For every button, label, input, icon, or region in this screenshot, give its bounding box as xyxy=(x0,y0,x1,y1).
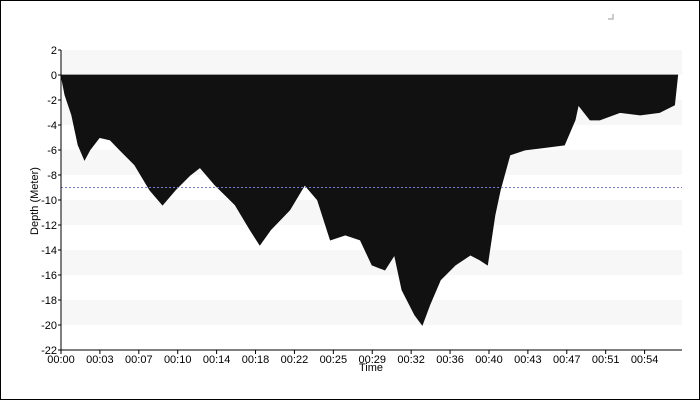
x-tick-label: 00:32 xyxy=(397,354,425,366)
y-tick-label: -14 xyxy=(41,245,57,257)
x-tick-label: 00:14 xyxy=(203,354,231,366)
x-tick-label: 00:36 xyxy=(436,354,464,366)
x-tick-label: 00:25 xyxy=(320,354,348,366)
band xyxy=(61,50,682,75)
y-tick-label: -20 xyxy=(41,320,57,332)
y-tick-label: -10 xyxy=(41,195,57,207)
x-tick-label: 00:07 xyxy=(125,354,153,366)
y-axis-label: Depth (Meter) xyxy=(29,167,41,235)
y-tick-label: -18 xyxy=(41,295,57,307)
corner-mark xyxy=(608,14,614,20)
y-tick-label: 0 xyxy=(51,70,57,82)
x-tick-label: 00:10 xyxy=(164,354,192,366)
y-tick-label: -6 xyxy=(47,145,57,157)
x-tick-label: 00:03 xyxy=(86,354,114,366)
band xyxy=(61,300,682,325)
x-tick-label: 00:51 xyxy=(592,354,620,366)
depth-area xyxy=(60,74,679,326)
x-tick-label: 00:47 xyxy=(553,354,581,366)
x-tick-label: 00:00 xyxy=(47,354,75,366)
x-tick-label: 00:29 xyxy=(358,354,386,366)
x-tick-label: 00:22 xyxy=(281,354,309,366)
y-tick-label: 2 xyxy=(51,45,57,57)
y-tick-label: -16 xyxy=(41,270,57,282)
y-tick-label: -8 xyxy=(47,170,57,182)
y-tick-label: -4 xyxy=(47,120,57,132)
x-tick-label: 00:54 xyxy=(631,354,659,366)
x-tick-label: 00:43 xyxy=(514,354,542,366)
x-tick-label: 00:40 xyxy=(475,354,503,366)
x-tick-label: 00:18 xyxy=(242,354,270,366)
x-axis-label: Time xyxy=(359,362,383,374)
y-tick-label: -12 xyxy=(41,220,57,232)
y-tick-label: -22 xyxy=(41,345,57,357)
y-tick-label: -2 xyxy=(47,95,57,107)
